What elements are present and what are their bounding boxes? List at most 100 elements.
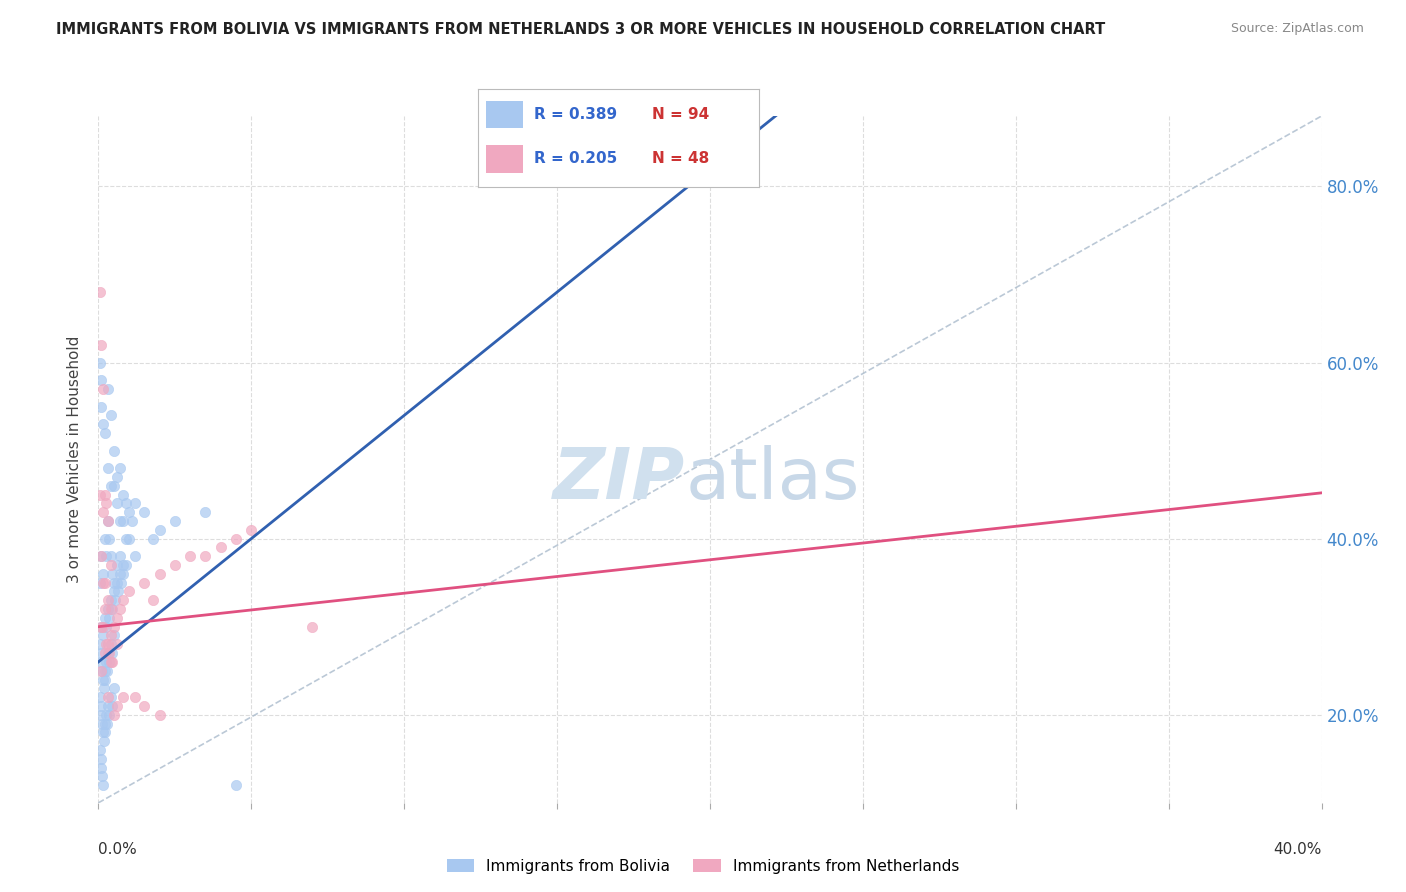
Point [90, 761, 112, 775]
Point [105, 637, 128, 651]
Point [93, 716, 115, 731]
Point [134, 575, 156, 590]
Point [134, 698, 156, 713]
Point [105, 698, 128, 713]
Point [118, 584, 141, 599]
Point [93, 575, 115, 590]
Point [100, 409, 122, 423]
Point [118, 505, 141, 519]
Point [115, 496, 138, 510]
Point [90, 373, 112, 387]
Point [142, 593, 165, 607]
Text: ZIP: ZIP [554, 445, 686, 515]
Point [111, 690, 134, 705]
Point [103, 584, 125, 599]
Point [94, 620, 117, 634]
Point [103, 443, 125, 458]
Point [89, 285, 111, 299]
Point [93, 734, 115, 748]
Point [100, 628, 122, 642]
Point [108, 549, 131, 564]
Point [90, 664, 112, 678]
Point [97, 593, 120, 607]
Point [94, 725, 117, 739]
Point [111, 566, 134, 581]
Point [124, 496, 146, 510]
Point [97, 514, 120, 528]
Point [93, 602, 115, 616]
Legend: Immigrants from Bolivia, Immigrants from Netherlands: Immigrants from Bolivia, Immigrants from… [440, 853, 966, 880]
Point [100, 558, 122, 572]
Point [93, 611, 115, 625]
Point [90, 646, 112, 660]
Point [103, 575, 125, 590]
Point [90, 655, 112, 669]
Point [96, 664, 118, 678]
Text: N = 94: N = 94 [652, 107, 710, 122]
Point [100, 602, 122, 616]
Point [89, 575, 111, 590]
Y-axis label: 3 or more Vehicles in Household: 3 or more Vehicles in Household [67, 335, 83, 583]
Point [105, 575, 128, 590]
Point [97, 698, 120, 713]
Point [225, 778, 247, 792]
Point [90, 338, 112, 352]
Point [103, 479, 125, 493]
Point [90, 698, 112, 713]
Point [111, 487, 134, 501]
Point [100, 690, 122, 705]
Point [94, 673, 117, 687]
Point [93, 425, 115, 440]
Point [93, 646, 115, 660]
Point [97, 602, 120, 616]
Point [96, 716, 118, 731]
Point [91, 778, 114, 792]
Point [103, 628, 125, 642]
Point [93, 487, 115, 501]
Point [97, 690, 120, 705]
Text: R = 0.205: R = 0.205 [534, 152, 617, 167]
Point [121, 514, 143, 528]
Point [91, 664, 114, 678]
Point [93, 532, 115, 546]
Point [105, 611, 128, 625]
Point [90, 400, 112, 414]
Point [103, 707, 125, 722]
Text: 0.0%: 0.0% [98, 842, 138, 857]
Point [94, 655, 117, 669]
Point [108, 514, 131, 528]
Point [149, 566, 172, 581]
Point [94, 637, 117, 651]
Point [194, 549, 217, 564]
Point [101, 698, 124, 713]
Point [179, 549, 201, 564]
Text: Source: ZipAtlas.com: Source: ZipAtlas.com [1230, 22, 1364, 36]
Point [105, 496, 128, 510]
Point [89, 355, 111, 369]
Point [93, 664, 115, 678]
Point [90, 549, 112, 564]
Point [115, 558, 138, 572]
Point [105, 558, 128, 572]
Point [118, 532, 141, 546]
Point [108, 566, 131, 581]
Point [101, 566, 124, 581]
Point [97, 514, 120, 528]
Point [124, 690, 146, 705]
Point [91, 620, 114, 634]
Point [134, 505, 156, 519]
Point [91, 566, 114, 581]
Point [111, 514, 134, 528]
Point [108, 461, 131, 475]
Text: R = 0.389: R = 0.389 [534, 107, 617, 122]
Point [240, 523, 263, 537]
Point [98, 646, 121, 660]
Point [93, 681, 115, 696]
Point [98, 611, 121, 625]
Point [89, 487, 111, 501]
Point [97, 461, 120, 475]
Text: N = 48: N = 48 [652, 152, 710, 167]
Point [91, 725, 114, 739]
Point [90, 620, 112, 634]
Point [142, 532, 165, 546]
